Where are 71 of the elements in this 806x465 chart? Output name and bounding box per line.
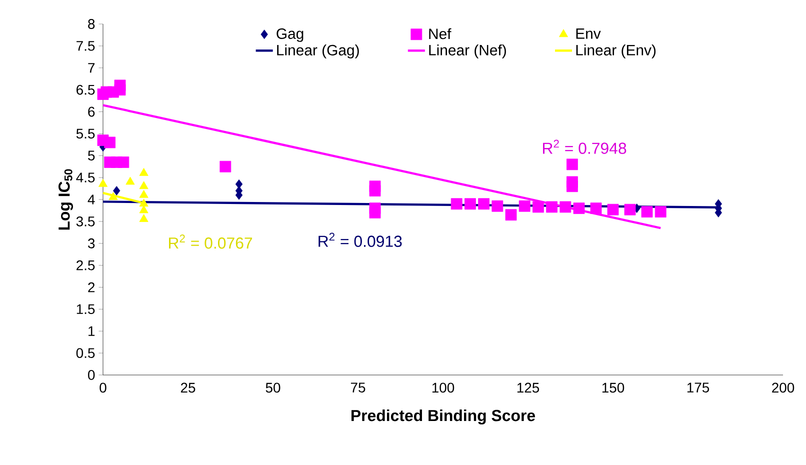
point bbox=[464, 198, 476, 210]
point bbox=[654, 206, 666, 218]
point bbox=[607, 204, 619, 216]
legend-label: Env bbox=[576, 28, 601, 39]
x-tick-label: 200 bbox=[772, 382, 794, 393]
x-tick-label: 125 bbox=[517, 382, 540, 393]
annotation: R$^{2}$ = 0.0913 bbox=[318, 232, 402, 247]
x-tick-label: 25 bbox=[180, 382, 196, 393]
point bbox=[624, 204, 636, 216]
point bbox=[139, 190, 148, 198]
point bbox=[546, 201, 558, 213]
point bbox=[478, 198, 490, 210]
x-tick-label: 175 bbox=[687, 382, 710, 393]
point bbox=[104, 136, 116, 148]
y-tick-label: 7 bbox=[88, 63, 95, 73]
point bbox=[573, 202, 585, 214]
point bbox=[235, 179, 243, 189]
point bbox=[566, 158, 578, 170]
y-tick-label: 3.5 bbox=[76, 216, 95, 226]
point bbox=[139, 205, 148, 214]
y-tick-label: 0.5 bbox=[76, 348, 95, 358]
point bbox=[126, 176, 135, 185]
y-tick-label: 8 bbox=[88, 19, 95, 29]
legend-label: Linear (Nef) bbox=[429, 44, 506, 58]
point bbox=[108, 192, 118, 200]
x-tick-label: 75 bbox=[350, 382, 366, 393]
point bbox=[139, 181, 148, 190]
point bbox=[114, 84, 126, 96]
x-tick-label: 50 bbox=[266, 382, 280, 393]
y-tick-label: 5 bbox=[88, 150, 95, 160]
y-tick-label: 2.5 bbox=[76, 260, 95, 270]
point bbox=[113, 186, 120, 196]
point bbox=[532, 201, 544, 213]
x-axis-title: Predicted Binding Score bbox=[352, 409, 536, 424]
y-tick-label: 6.5 bbox=[76, 84, 95, 95]
x-tick-label: 100 bbox=[432, 382, 454, 393]
y-tick-label: 4.5 bbox=[76, 172, 95, 182]
point bbox=[590, 202, 602, 214]
point bbox=[560, 201, 572, 213]
legend-label: Nef bbox=[429, 28, 452, 40]
point bbox=[98, 178, 108, 187]
point bbox=[139, 214, 148, 222]
y-tick-label: 3 bbox=[88, 238, 95, 248]
x-tick-label: 0 bbox=[100, 382, 106, 393]
point bbox=[139, 168, 148, 176]
point bbox=[641, 206, 653, 218]
y-tick-label: 0 bbox=[88, 370, 95, 380]
y-tick-label: 1 bbox=[88, 326, 95, 336]
y-tick-label: 1.5 bbox=[76, 304, 95, 314]
point bbox=[492, 200, 504, 212]
legend-label: Linear (Env) bbox=[576, 44, 656, 58]
y-tick-label: 4 bbox=[88, 194, 95, 204]
point bbox=[220, 160, 232, 172]
point bbox=[369, 185, 381, 196]
legend-label: Gag bbox=[276, 28, 304, 42]
annotation: R$^{2}$ = 0.7948 bbox=[543, 140, 626, 154]
x-tick-label: 150 bbox=[602, 382, 624, 393]
annotation: R$^{2}$ = 0.0767 bbox=[169, 234, 252, 249]
point bbox=[566, 180, 578, 192]
y-tick-label: 2 bbox=[88, 282, 95, 292]
legend-label: Linear (Gag) bbox=[277, 44, 359, 58]
point bbox=[369, 206, 381, 218]
point bbox=[139, 198, 148, 207]
point bbox=[505, 209, 517, 221]
point bbox=[450, 198, 462, 210]
point bbox=[518, 200, 530, 212]
y-tick-label: 7.5 bbox=[76, 41, 95, 51]
y-tick-label: 6 bbox=[88, 106, 95, 117]
y-axis-title: Log IC$_{50}$ bbox=[58, 169, 73, 230]
point bbox=[118, 156, 130, 168]
y-tick-label: 5.5 bbox=[76, 128, 95, 139]
